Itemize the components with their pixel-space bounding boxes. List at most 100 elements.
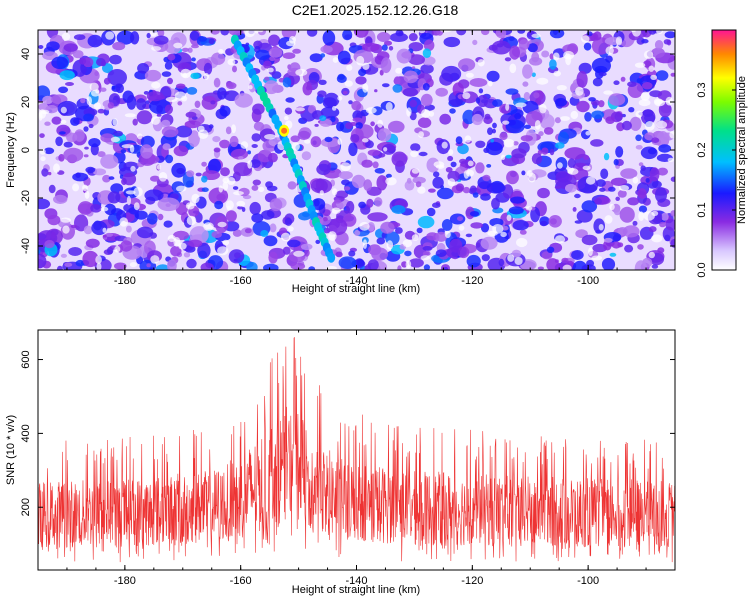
heatmap-cell <box>319 115 327 122</box>
heatmap-cell <box>656 30 663 35</box>
heatmap-cell <box>409 111 417 121</box>
heatmap-cell <box>350 134 360 143</box>
heatmap-cell <box>648 30 657 35</box>
heatmap-cell <box>603 152 610 161</box>
heatmap-cell <box>72 183 80 192</box>
heatmap-cell <box>512 141 519 146</box>
heatmap-cell <box>585 131 591 136</box>
heatmap-cell <box>576 71 588 88</box>
heatmap-cell <box>541 147 549 155</box>
heatmap-cell <box>133 202 140 211</box>
heatmap-cell <box>310 178 333 194</box>
heatmap-cell <box>304 139 311 144</box>
heatmap-cell <box>238 156 244 160</box>
heatmap-cell <box>337 73 345 80</box>
heatmap-cell <box>410 143 421 152</box>
heatmap-cell <box>536 77 549 85</box>
heatmap-cell <box>372 161 379 169</box>
heatmap-cell <box>314 123 319 127</box>
heatmap-cell <box>574 193 581 199</box>
heatmap-cell <box>119 174 124 179</box>
heatmap-cell <box>60 106 67 114</box>
heatmap-cell <box>175 125 193 138</box>
heatmap-cell <box>490 138 495 143</box>
heatmap-cell <box>337 95 343 101</box>
heatmap-cell <box>432 202 441 208</box>
heatmap-cell <box>181 95 188 102</box>
heatmap-cell <box>268 47 283 58</box>
heatmap-cell <box>284 107 293 115</box>
heatmap-cell <box>84 146 89 150</box>
heatmap-cell <box>661 212 669 221</box>
heatmap-cell <box>187 47 193 53</box>
heatmap-cell <box>252 179 261 186</box>
heatmap-cell <box>233 162 252 177</box>
heatmap-cell <box>348 250 356 257</box>
heatmap-cell <box>237 205 244 210</box>
heatmap-cell <box>439 113 452 125</box>
heatmap-cell <box>80 97 86 104</box>
heatmap-cell <box>72 50 84 59</box>
heatmap-cell <box>83 225 93 235</box>
heatmap-cell <box>588 97 596 102</box>
heatmap-cell <box>389 32 408 43</box>
heatmap-cell <box>213 77 221 88</box>
heatmap-cell <box>647 147 657 155</box>
heatmap-cell <box>120 240 133 252</box>
heatmap-cell <box>210 30 220 35</box>
heatmap-cell <box>412 176 426 184</box>
heatmap-cell <box>581 200 598 213</box>
heatmap-cell <box>374 89 378 93</box>
heatmap-cell <box>447 178 456 187</box>
heatmap-cell <box>363 179 373 191</box>
heatmap-cell <box>97 151 106 158</box>
heatmap-cell <box>634 260 648 270</box>
heatmap-cell <box>629 116 642 131</box>
heatmap-cell <box>328 231 337 241</box>
heatmap-cell <box>543 127 554 135</box>
heatmap-cell <box>156 164 162 170</box>
heatmap-cell <box>218 48 224 55</box>
heatmap-cell <box>214 200 224 210</box>
heatmap-cell <box>157 213 164 221</box>
heatmap-cell <box>636 78 642 84</box>
heatmap-cell <box>531 33 541 38</box>
heatmap-cell <box>539 220 548 227</box>
heatmap-cell <box>263 80 279 95</box>
heatmap-cell <box>391 205 406 214</box>
heatmap-cell <box>156 105 163 113</box>
heatmap-cell <box>64 262 73 267</box>
heatmap-panel: -180 -160 -140 -120 -100 -40 -20 0 20 40 Height … <box>5 29 676 295</box>
heatmap-cell <box>492 122 497 129</box>
heatmap-cell <box>435 231 448 242</box>
heatmap-cell <box>110 183 124 194</box>
heatmap-cell <box>151 81 161 89</box>
heatmap-x-ticks: -180 -160 -140 -120 -100 <box>37 30 676 287</box>
heatmap-cell <box>420 255 431 261</box>
heatmap-cell <box>426 157 440 173</box>
heatmap-cell <box>480 193 491 201</box>
heatmap-cell <box>637 188 647 199</box>
heatmap-cell <box>213 147 221 153</box>
heatmap-cell <box>227 58 236 66</box>
heatmap-cell <box>448 149 454 156</box>
heatmap-cell <box>574 220 583 224</box>
heatmap-cell <box>666 39 672 46</box>
heatmap-cell <box>96 262 102 270</box>
heatmap-cell <box>201 175 208 183</box>
heatmap-cell <box>590 139 604 147</box>
heatmap-cell <box>584 112 592 122</box>
heatmap-cell <box>423 39 435 52</box>
heatmap-cell <box>533 92 540 99</box>
heatmap-cell <box>251 213 264 223</box>
heatmap-cell <box>593 31 602 41</box>
heatmap-cell <box>640 91 650 102</box>
heatmap-cell <box>107 191 121 204</box>
heatmap-cell <box>613 208 621 216</box>
heatmap-cell <box>315 239 321 244</box>
heatmap-cell <box>165 96 178 102</box>
heatmap-cell <box>53 163 60 173</box>
heatmap-cell <box>201 187 209 192</box>
heatmap-cell <box>576 209 593 223</box>
heatmap-cell <box>144 189 164 201</box>
